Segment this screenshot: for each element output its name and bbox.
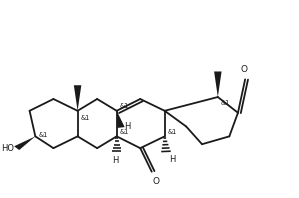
Text: O: O — [152, 177, 160, 186]
Polygon shape — [74, 85, 81, 111]
Polygon shape — [214, 71, 222, 97]
Text: &1: &1 — [120, 103, 129, 109]
Polygon shape — [117, 111, 125, 128]
Text: &1: &1 — [81, 115, 90, 121]
Text: &1: &1 — [167, 129, 177, 135]
Text: O: O — [240, 65, 247, 74]
Polygon shape — [14, 136, 35, 150]
Text: &1: &1 — [221, 100, 230, 106]
Text: HO: HO — [1, 144, 14, 153]
Text: H: H — [112, 156, 118, 165]
Text: &1: &1 — [120, 129, 129, 135]
Text: H: H — [124, 122, 131, 131]
Text: &1: &1 — [39, 132, 48, 138]
Text: H: H — [170, 155, 176, 164]
